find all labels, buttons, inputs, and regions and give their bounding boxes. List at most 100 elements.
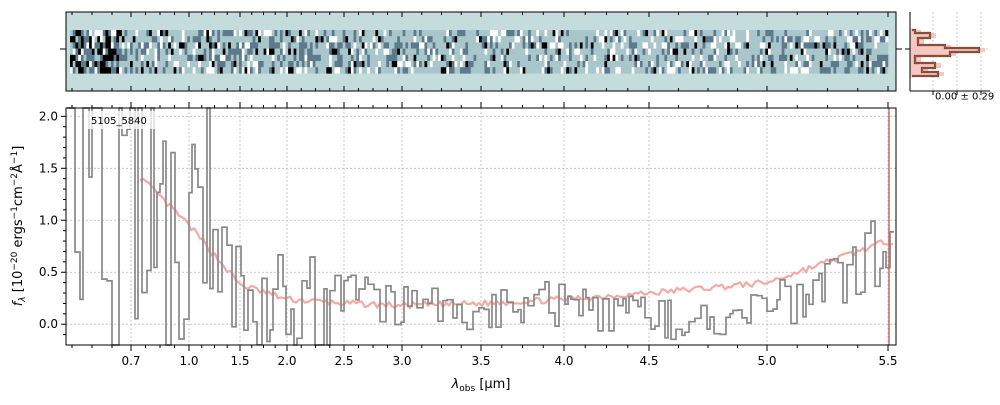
spectrum-2d-pixel xyxy=(443,36,447,43)
spectrum-2d-pixel xyxy=(383,42,387,49)
spectrum-2d-pixel xyxy=(443,30,447,37)
spectrum-2d-pixel xyxy=(468,61,472,68)
spectrum-2d-pixel xyxy=(181,36,185,43)
spectrum-2d-pixel xyxy=(462,36,466,43)
spectrum-2d-pixel xyxy=(568,61,573,68)
spectrum-2d-pixel xyxy=(356,67,360,74)
spectrum-2d-pixel xyxy=(320,36,324,43)
spectrum-2d-pixel xyxy=(203,67,207,74)
spectrum-2d-pixel xyxy=(849,54,853,62)
spectrum-2d-pixel xyxy=(162,67,166,74)
spectrum-2d-pixel xyxy=(648,30,652,37)
spectrum-2d-pixel xyxy=(686,48,690,55)
spectrum-2d-pixel xyxy=(754,42,758,49)
spectrum-2d-pixel xyxy=(860,30,864,37)
spectrum-2d-pixel xyxy=(773,67,777,74)
spectrum-2d-pixel xyxy=(874,42,878,49)
spectrum-2d-pixel xyxy=(781,61,785,68)
spectrum-2d-pixel xyxy=(713,67,717,74)
spectrum-2d-pixel xyxy=(585,48,589,55)
spectrum-2d-pixel xyxy=(609,54,613,62)
spectrum-2d-pixel xyxy=(710,48,714,55)
spectrum-2d-pixel xyxy=(296,48,300,55)
spectrum-2d-pixel xyxy=(342,42,346,49)
spectrum-2d-pixel xyxy=(348,36,352,43)
spectrum-2d-pixel xyxy=(680,54,684,62)
spectrum-2d-pixel xyxy=(650,36,654,43)
spectrum-2d-pixel xyxy=(735,67,739,74)
spectrum-2d-pixel xyxy=(440,61,444,68)
spectrum-2d-pixel xyxy=(517,30,521,37)
spectrum-2d-pixel xyxy=(416,61,420,68)
spectrum-2d-pixel xyxy=(748,54,752,62)
spectrum-2d-pixel xyxy=(639,67,643,74)
spectrum-2d-pixel xyxy=(320,48,324,55)
spectrum-2d-pixel xyxy=(78,36,82,43)
spectrum-2d-pixel xyxy=(642,30,646,37)
spectrum-2d-pixel xyxy=(623,67,627,74)
spectrum-2d-pixel xyxy=(800,54,804,62)
spectrum-2d-pixel xyxy=(266,67,270,74)
spectrum-2d-pixel xyxy=(389,61,393,68)
spectrum-2d-pixel xyxy=(484,48,488,55)
spectrum-2d-pixel xyxy=(547,36,551,43)
spectrum-2d-pixel xyxy=(781,67,785,74)
spectrum-2d-pixel xyxy=(833,30,837,37)
spectrum-2d-pixel xyxy=(590,36,594,43)
spectrum-2d-pixel xyxy=(181,42,185,49)
spectrum-2d-pixel xyxy=(604,36,608,43)
spectrum-2d-pixel xyxy=(255,54,259,62)
spectrum-2d-pixel xyxy=(200,61,204,68)
spectrum-2d-pixel xyxy=(601,36,605,43)
spectrum-2d-pixel xyxy=(173,30,177,37)
spectrum-2d-pixel xyxy=(803,61,807,68)
spectrum-2d-pixel xyxy=(399,67,403,74)
spectrum-2d-pixel xyxy=(563,54,567,62)
spectrum-2d-pixel xyxy=(522,54,526,62)
spectrum-2d-pixel xyxy=(724,54,728,62)
spectrum-2d-pixel xyxy=(359,42,363,49)
spectrum-2d-pixel xyxy=(331,54,335,62)
spectrum-2d-pixel xyxy=(94,36,98,43)
spectrum-2d-pixel xyxy=(149,30,153,37)
x-tick-label: 2.0 xyxy=(277,354,296,368)
spectrum-2d-pixel xyxy=(408,54,412,62)
spectrum-2d-pixel xyxy=(410,48,414,55)
spectrum-2d-pixel xyxy=(686,61,690,68)
spectrum-2d-pixel xyxy=(620,30,624,37)
spectrum-2d-pixel xyxy=(416,48,420,55)
spectrum-2d-pixel xyxy=(462,30,466,37)
spectrum-2d-pixel xyxy=(778,30,782,37)
spectrum-2d-pixel xyxy=(383,30,387,37)
spectrum-2d-pixel xyxy=(394,48,398,55)
spectrum-2d-pixel xyxy=(667,67,671,74)
spectrum-2d-pixel xyxy=(751,67,755,74)
spectrum-2d-pixel xyxy=(260,61,264,68)
spectrum-2d-pixel xyxy=(549,61,553,68)
spectrum-2d-pixel xyxy=(530,48,534,55)
spectrum-2d-pixel xyxy=(814,48,818,55)
spectrum-2d-pixel xyxy=(514,30,518,37)
spectrum-2d-pixel xyxy=(819,54,823,62)
spectrum-2d-pixel xyxy=(664,36,668,43)
spectrum-2d-pixel xyxy=(83,36,87,43)
spectrum-2d-pixel xyxy=(688,30,692,37)
spectrum-2d-pixel xyxy=(740,54,744,62)
spectrum-2d-pixel xyxy=(429,54,433,62)
spectrum-2d-pixel xyxy=(244,42,248,49)
spectrum-2d-pixel xyxy=(590,54,594,62)
spectrum-2d-pixel xyxy=(320,67,324,74)
spectrum-2d-pixel xyxy=(271,48,275,55)
spectrum-2d-pixel xyxy=(184,36,188,43)
spectrum-2d-pixel xyxy=(588,54,592,62)
spectrum-2d-pixel xyxy=(149,42,153,49)
spectrum-2d-pixel xyxy=(675,54,679,62)
x-tick-label: 3.5 xyxy=(471,354,490,368)
spectrum-2d-pixel xyxy=(541,54,545,62)
spectrum-2d-pixel xyxy=(187,36,191,43)
spectrum-2d-pixel xyxy=(391,48,395,55)
spectrum-2d-pixel xyxy=(868,48,872,55)
spectrum-2d-pixel xyxy=(604,48,608,55)
x-tick-labels: 0.7 1.0 1.5 2.0 2.5 3.0 3.5 4.0 4.5 5.0 5.5 xyxy=(121,354,897,368)
spectrum-2d-pixel xyxy=(814,67,818,74)
